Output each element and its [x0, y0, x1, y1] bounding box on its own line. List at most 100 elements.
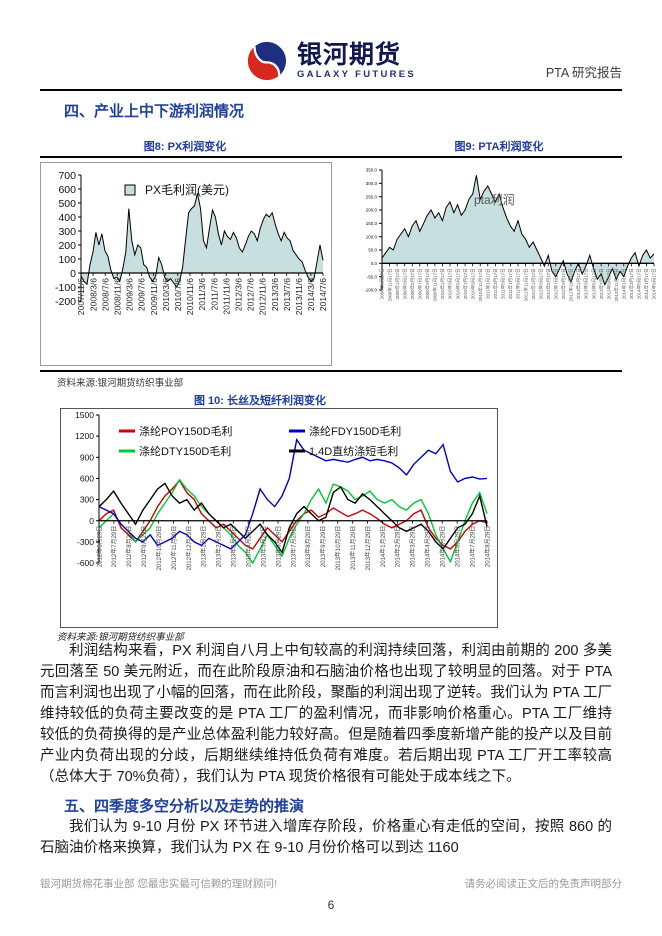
svg-text:2014年7月29日: 2014年7月29日 — [468, 526, 476, 567]
svg-text:0.0: 0.0 — [371, 261, 378, 266]
svg-text:2009年3月17日: 2009年3月17日 — [401, 268, 408, 299]
svg-text:2013年7月29日: 2013年7月29日 — [289, 526, 297, 567]
svg-text:2010年7月17日: 2010年7月17日 — [462, 268, 469, 299]
svg-text:PX毛利润(美元): PX毛利润(美元) — [145, 183, 229, 197]
svg-text:2013年1月17日: 2013年1月17日 — [575, 268, 582, 299]
svg-text:2014年6月29日: 2014年6月29日 — [453, 526, 461, 567]
logo-text-english: GALAXY FUTURES — [296, 68, 417, 80]
body-paragraph-1: 利润结构来看，PX 利润自八月上中旬较高的利润持续回落，利润由前期的 200 多… — [40, 643, 612, 785]
svg-text:2009/7/6: 2009/7/6 — [137, 278, 147, 311]
svg-text:350.0: 350.0 — [366, 168, 378, 173]
svg-text:2009/11/6: 2009/11/6 — [149, 278, 159, 315]
svg-text:1200: 1200 — [75, 431, 94, 441]
body-paragraph-2: 我们认为 9-10 月份 PX 环节进入增库存阶段，价格重心有走低的空间，按照 … — [40, 819, 612, 856]
svg-text:2013年3月29日: 2013年3月29日 — [230, 526, 238, 567]
svg-text:2008/11/6: 2008/11/6 — [113, 278, 123, 315]
svg-text:600: 600 — [80, 473, 94, 483]
svg-text:2014/7/6: 2014/7/6 — [318, 278, 328, 311]
svg-text:2013年11月17日: 2013年11月17日 — [613, 268, 620, 301]
svg-text:2009年7月17日: 2009年7月17日 — [416, 268, 423, 299]
svg-text:2010/7/6: 2010/7/6 — [173, 278, 183, 311]
svg-text:2011/7/6: 2011/7/6 — [209, 278, 219, 311]
svg-text:2014年3月17日: 2014年3月17日 — [628, 268, 635, 299]
svg-text:2011/3/6: 2011/3/6 — [197, 278, 207, 311]
svg-text:2014年7月17日: 2014年7月17日 — [643, 268, 650, 299]
svg-text:2013年2月28日: 2013年2月28日 — [215, 526, 223, 567]
svg-text:2014年4月29日: 2014年4月29日 — [424, 526, 432, 567]
svg-text:2014/3/6: 2014/3/6 — [306, 278, 316, 311]
svg-text:2013年8月29日: 2013年8月29日 — [304, 526, 312, 567]
svg-text:2009年5月17日: 2009年5月17日 — [409, 268, 416, 299]
svg-text:2011年11月17日: 2011年11月17日 — [522, 268, 529, 301]
caption-divider — [40, 156, 622, 158]
svg-text:2012年7月17日: 2012年7月17日 — [552, 268, 559, 299]
svg-text:2013年9月17日: 2013年9月17日 — [605, 268, 612, 299]
svg-text:100.0: 100.0 — [366, 234, 378, 239]
figure-10-source: 资料来源:银河期货纺织事业部 — [57, 633, 184, 643]
svg-text:涤纶POY150D毛利: 涤纶POY150D毛利 — [139, 424, 233, 438]
svg-text:300: 300 — [58, 226, 76, 238]
svg-text:2013/3/6: 2013/3/6 — [270, 278, 280, 311]
svg-text:pta利润: pta利润 — [474, 193, 515, 207]
svg-text:2009年9月17日: 2009年9月17日 — [424, 268, 431, 299]
svg-text:-100: -100 — [55, 282, 76, 294]
svg-text:2012/7/6: 2012/7/6 — [246, 278, 256, 311]
svg-text:2010年5月17日: 2010年5月17日 — [454, 268, 461, 299]
svg-text:2014年1月17日: 2014年1月17日 — [620, 268, 627, 299]
svg-text:900: 900 — [80, 452, 94, 462]
figure-9-caption: 图9: PTA利润变化 — [454, 141, 544, 153]
svg-text:2012年11月17日: 2012年11月17日 — [568, 268, 575, 301]
figure-8-9-source: 资料来源:银河期货纺织事业部 — [57, 378, 184, 389]
svg-text:300.0: 300.0 — [366, 181, 378, 186]
svg-text:2010年9月17日: 2010年9月17日 — [469, 268, 476, 299]
section-5-title: 五、四季度多空分析以及走势的推演 — [64, 798, 305, 815]
svg-text:2009年11月17日: 2009年11月17日 — [432, 268, 439, 301]
svg-text:2014年3月29日: 2014年3月29日 — [409, 526, 417, 567]
svg-text:2013年1月29日: 2013年1月29日 — [200, 526, 208, 567]
figure-8-caption: 图8: PX利润变化 — [143, 141, 227, 153]
svg-text:2010年11月17日: 2010年11月17日 — [477, 268, 484, 301]
section-4-title: 四、产业上中下游利润情况 — [64, 103, 245, 120]
svg-text:200.0: 200.0 — [366, 208, 378, 213]
svg-text:-300: -300 — [77, 537, 94, 547]
svg-text:2014年5月29日: 2014年5月29日 — [439, 526, 447, 567]
svg-text:2014年8月29日: 2014年8月29日 — [483, 526, 491, 567]
svg-text:2013年3月17日: 2013年3月17日 — [583, 268, 590, 299]
svg-text:2014年2月28日: 2014年2月28日 — [394, 526, 402, 567]
footer-slogan: 银河期货棉花事业部 您最忠实最可信赖的理财顾问! — [40, 878, 277, 890]
svg-text:2008/7/6: 2008/7/6 — [100, 278, 110, 311]
svg-text:2013年5月29日: 2013年5月29日 — [259, 526, 267, 567]
svg-text:1.4D直纺涤短毛利: 1.4D直纺涤短毛利 — [309, 444, 398, 458]
svg-text:700: 700 — [58, 170, 76, 182]
svg-text:2012年5月17日: 2012年5月17日 — [545, 268, 552, 299]
svg-text:2010/11/6: 2010/11/6 — [185, 278, 195, 315]
svg-text:300: 300 — [80, 495, 94, 505]
svg-text:2010年3月17日: 2010年3月17日 — [447, 268, 454, 299]
svg-text:2012年9月29日: 2012年9月29日 — [140, 526, 148, 567]
svg-text:2014年9月17日: 2014年9月17日 — [651, 268, 658, 299]
svg-text:2013年10月29日: 2013年10月29日 — [334, 526, 342, 571]
svg-text:2011年3月17日: 2011年3月17日 — [492, 268, 499, 299]
figure-bottom-divider — [40, 370, 622, 372]
svg-text:2012年12月29日: 2012年12月29日 — [185, 526, 193, 571]
svg-text:2011年7月17日: 2011年7月17日 — [507, 268, 514, 299]
svg-text:2012年8月29日: 2012年8月29日 — [125, 526, 133, 567]
svg-text:2011年9月17日: 2011年9月17日 — [515, 268, 522, 299]
footer-disclaimer-note: 请务必阅读正文后的免责声明部分 — [464, 878, 623, 890]
svg-text:2013/11/6: 2013/11/6 — [294, 278, 304, 315]
svg-text:2012年6月29日: 2012年6月29日 — [95, 526, 103, 567]
svg-text:2009年1月17日: 2009年1月17日 — [394, 268, 401, 299]
svg-text:2007/11/6: 2007/11/6 — [76, 278, 86, 315]
svg-text:1500: 1500 — [75, 410, 94, 420]
svg-text:500: 500 — [58, 198, 76, 210]
svg-text:2008/3/6: 2008/3/6 — [88, 278, 98, 311]
svg-text:2012年3月17日: 2012年3月17日 — [537, 268, 544, 299]
fiber-profit-line-chart: 1500 1200 900 600 300 0 -300 -600 2012年6月29日 2012… — [60, 408, 498, 628]
svg-text:2008年11月17日: 2008年11月17日 — [386, 268, 393, 301]
svg-text:2013年4月29日: 2013年4月29日 — [245, 526, 253, 567]
svg-text:2011/11/6: 2011/11/6 — [221, 278, 231, 315]
page-number: 6 — [327, 898, 335, 912]
svg-text:涤纶DTY150D毛利: 涤纶DTY150D毛利 — [139, 444, 231, 458]
